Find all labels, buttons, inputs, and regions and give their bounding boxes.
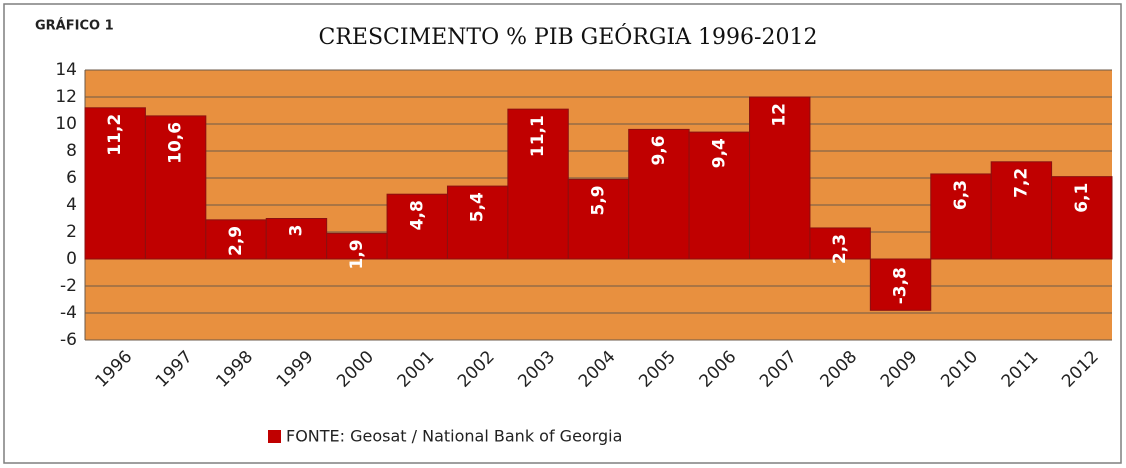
value-label: 5,9 xyxy=(589,185,609,215)
legend-swatch xyxy=(268,430,281,443)
value-label: 1,9 xyxy=(347,239,367,269)
value-label: 2,3 xyxy=(830,234,850,264)
value-label: 6,3 xyxy=(951,180,971,210)
bar xyxy=(688,131,751,260)
bar xyxy=(567,178,630,260)
bar xyxy=(446,185,509,260)
bar xyxy=(628,128,690,260)
chart-label: GRÁFICO 1 xyxy=(35,18,114,34)
bar xyxy=(144,115,207,260)
bar xyxy=(1051,176,1113,260)
value-label: 7,2 xyxy=(1011,168,1031,198)
bar xyxy=(386,193,448,260)
bar xyxy=(205,219,267,260)
value-label: 9,6 xyxy=(649,135,669,165)
y-tick-label: 10 xyxy=(55,114,77,134)
y-tick-label: 6 xyxy=(66,168,77,188)
y-tick-label: -2 xyxy=(60,276,77,296)
y-tick-label: 4 xyxy=(66,195,77,215)
value-label: 3 xyxy=(286,225,306,237)
legend-label: FONTE: Geosat / National Bank of Georgia xyxy=(286,427,622,446)
value-label: 9,4 xyxy=(709,138,729,168)
bar xyxy=(809,227,871,260)
value-label: 5,4 xyxy=(468,192,488,222)
bar xyxy=(930,173,992,260)
chart-title: CRESCIMENTO % PIB GEÓRGIA 1996-2012 xyxy=(319,23,818,50)
value-label: 4,8 xyxy=(407,200,427,230)
y-tick-label: 2 xyxy=(66,222,77,242)
value-label: 6,1 xyxy=(1072,183,1092,213)
y-tick-label: 12 xyxy=(55,87,77,107)
bar xyxy=(749,96,811,260)
y-tick-label: 0 xyxy=(66,249,77,269)
value-label: 10,6 xyxy=(166,122,186,164)
y-tick-label: 14 xyxy=(55,60,77,80)
value-label: -3,8 xyxy=(891,267,911,304)
value-label: 11,2 xyxy=(105,114,125,156)
y-tick-label: 8 xyxy=(66,141,77,161)
y-tick-label: -4 xyxy=(60,303,77,323)
bar xyxy=(507,108,569,260)
value-label: 2,9 xyxy=(226,226,246,256)
bar xyxy=(990,161,1053,260)
value-label: 12 xyxy=(770,103,790,127)
value-label: 11,1 xyxy=(528,115,548,157)
y-tick-label: -6 xyxy=(60,330,77,350)
bar xyxy=(869,258,932,311)
